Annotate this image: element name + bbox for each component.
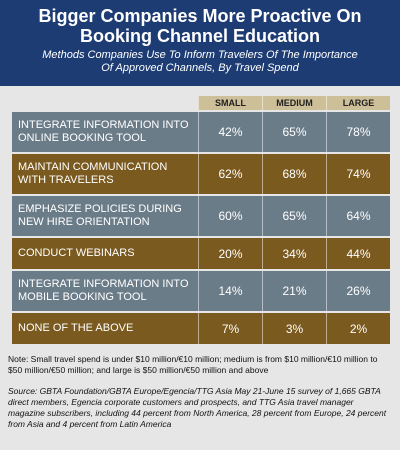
- cell: 26%: [326, 271, 390, 311]
- column-header: SMALL: [198, 96, 262, 110]
- row-label: INTEGRATE INFORMATION INTO MOBILE BOOKIN…: [18, 278, 189, 303]
- cell: 62%: [198, 154, 262, 194]
- header-row: SMALL MEDIUM LARGE: [12, 96, 390, 110]
- row-label: INTEGRATE INFORMATION INTO ONLINE BOOKIN…: [18, 119, 189, 144]
- table-row: NONE OF THE ABOVE 7% 3% 2%: [12, 311, 390, 344]
- source: Source: GBTA Foundation/GBTA Europe/Egen…: [8, 386, 387, 429]
- cell: 74%: [326, 154, 390, 194]
- cell: 68%: [262, 154, 326, 194]
- cell: 64%: [326, 196, 390, 236]
- corner: [12, 96, 198, 110]
- table-row: INTEGRATE INFORMATION INTO ONLINE BOOKIN…: [12, 110, 390, 152]
- row-label: CONDUCT WEBINARS: [18, 247, 135, 259]
- row-label: NONE OF THE ABOVE: [18, 322, 134, 334]
- cell: 3%: [262, 313, 326, 344]
- cell: 34%: [262, 238, 326, 269]
- column-header: MEDIUM: [262, 96, 326, 110]
- cell: 7%: [198, 313, 262, 344]
- table: SMALL MEDIUM LARGE INTEGRATE INFORMATION IN…: [12, 96, 390, 344]
- table-row: MAINTAIN COMMUNICATION WITH TRAVELERS 62%…: [12, 152, 390, 194]
- cell: 20%: [198, 238, 262, 269]
- cell: 78%: [326, 112, 390, 152]
- row-label: MAINTAIN COMMUNICATION WITH TRAVELERS: [18, 161, 168, 186]
- header: Bigger Companies More Proactive On Booki…: [0, 0, 400, 86]
- cell: 14%: [198, 271, 262, 311]
- table-row: EMPHASIZE POLICIES DURING NEW HIRE ORIEN…: [12, 194, 390, 236]
- cell: 60%: [198, 196, 262, 236]
- row-label: EMPHASIZE POLICIES DURING NEW HIRE ORIEN…: [18, 203, 182, 228]
- cell: 21%: [262, 271, 326, 311]
- title: Bigger Companies More Proactive On Booki…: [38, 6, 362, 46]
- note: Note: Small travel spend is under $10 mi…: [8, 354, 378, 375]
- subtitle: Methods Companies Use To Inform Traveler…: [42, 49, 358, 74]
- table-row: CONDUCT WEBINARS 20% 34% 44%: [12, 236, 390, 269]
- table-row: INTEGRATE INFORMATION INTO MOBILE BOOKIN…: [12, 269, 390, 311]
- cell: 65%: [262, 112, 326, 152]
- cell: 65%: [262, 196, 326, 236]
- cell: 44%: [326, 238, 390, 269]
- cell: 42%: [198, 112, 262, 152]
- column-header: LARGE: [326, 96, 390, 110]
- cell: 2%: [326, 313, 390, 344]
